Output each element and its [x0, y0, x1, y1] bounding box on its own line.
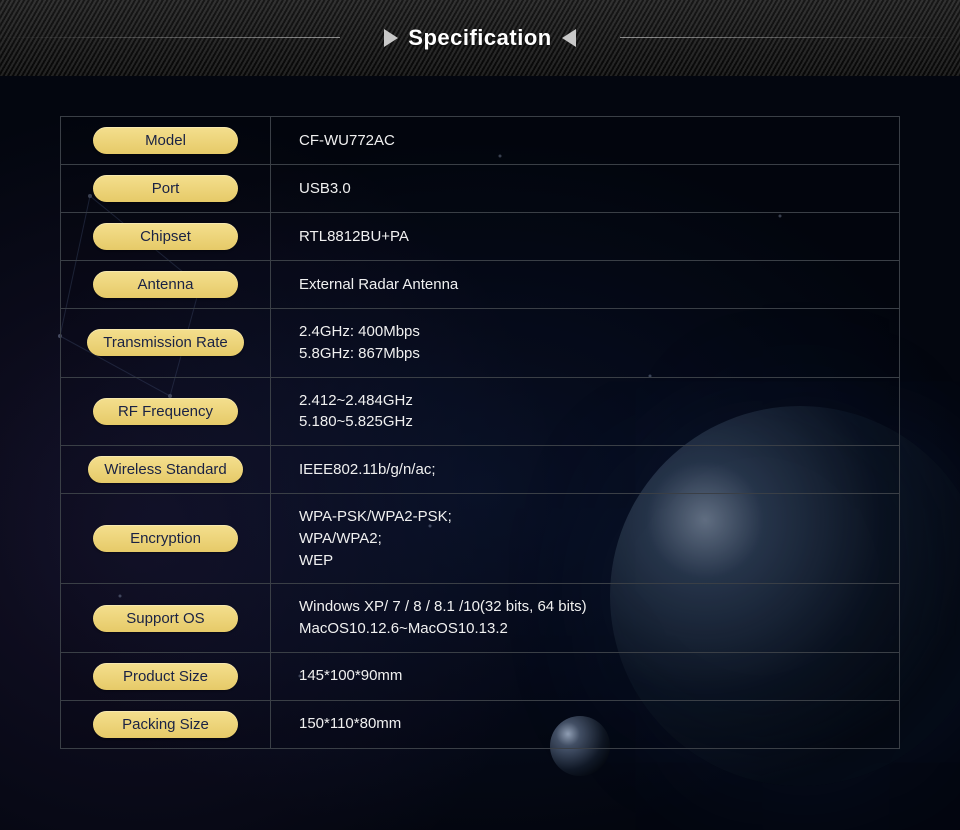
- spec-label-cell: Transmission Rate: [61, 309, 271, 377]
- spec-label-cell: Packing Size: [61, 701, 271, 748]
- spec-row: Model CF-WU772AC: [61, 117, 899, 165]
- header-band: Specification: [0, 0, 960, 76]
- spec-label-cell: Product Size: [61, 653, 271, 700]
- spec-label-pill: RF Frequency: [93, 398, 238, 425]
- spec-row: Support OS Windows XP/ 7 / 8 / 8.1 /10(32…: [61, 584, 899, 653]
- spec-label-pill: Model: [93, 127, 238, 154]
- spec-value: 145*100*90mm: [271, 653, 899, 700]
- spec-label-pill: Product Size: [93, 663, 238, 690]
- spec-label-pill: Packing Size: [93, 711, 238, 738]
- spec-label-cell: Chipset: [61, 213, 271, 260]
- spec-value: IEEE802.11b/g/n/ac;: [271, 446, 899, 493]
- spec-row: Port USB3.0: [61, 165, 899, 213]
- spec-label-pill: Port: [93, 175, 238, 202]
- spec-value: RTL8812BU+PA: [271, 213, 899, 260]
- spec-table: Model CF-WU772AC Port USB3.0 Chipset RTL8812B…: [60, 116, 900, 749]
- spec-value: 2.4GHz: 400Mbps 5.8GHz: 867Mbps: [271, 309, 899, 377]
- spec-row: Chipset RTL8812BU+PA: [61, 213, 899, 261]
- page-title: Specification: [368, 25, 591, 51]
- header-rule-right: [620, 37, 960, 38]
- spec-row: RF Frequency 2.412~2.484GHz 5.180~5.825GH…: [61, 378, 899, 447]
- spec-label-pill: Transmission Rate: [87, 329, 243, 356]
- spec-label-cell: RF Frequency: [61, 378, 271, 446]
- spec-label-pill: Chipset: [93, 223, 238, 250]
- spec-row: Product Size 145*100*90mm: [61, 653, 899, 701]
- spec-value: 2.412~2.484GHz 5.180~5.825GHz: [271, 378, 899, 446]
- spec-value: Windows XP/ 7 / 8 / 8.1 /10(32 bits, 64 …: [271, 584, 899, 652]
- spec-row: Wireless Standard IEEE802.11b/g/n/ac;: [61, 446, 899, 494]
- spec-label-pill: Antenna: [93, 271, 238, 298]
- spec-value: 150*110*80mm: [271, 701, 899, 748]
- spec-label-pill: Wireless Standard: [88, 456, 243, 483]
- spec-label-cell: Port: [61, 165, 271, 212]
- spec-value: USB3.0: [271, 165, 899, 212]
- spec-label-cell: Support OS: [61, 584, 271, 652]
- spec-label-cell: Model: [61, 117, 271, 164]
- spec-label-cell: Wireless Standard: [61, 446, 271, 493]
- spec-label-pill: Support OS: [93, 605, 238, 632]
- content-area: Model CF-WU772AC Port USB3.0 Chipset RTL8812B…: [0, 76, 960, 830]
- header-rule-left: [0, 37, 340, 38]
- spec-row: Packing Size 150*110*80mm: [61, 701, 899, 748]
- spec-value: WPA-PSK/WPA2-PSK; WPA/WPA2; WEP: [271, 494, 899, 583]
- spec-label-cell: Antenna: [61, 261, 271, 308]
- spec-label-pill: Encryption: [93, 525, 238, 552]
- spec-value: External Radar Antenna: [271, 261, 899, 308]
- spec-row: Antenna External Radar Antenna: [61, 261, 899, 309]
- spec-row: Transmission Rate 2.4GHz: 400Mbps 5.8GHz:…: [61, 309, 899, 378]
- spec-label-cell: Encryption: [61, 494, 271, 583]
- spec-row: Encryption WPA-PSK/WPA2-PSK; WPA/WPA2; WE…: [61, 494, 899, 584]
- spec-value: CF-WU772AC: [271, 117, 899, 164]
